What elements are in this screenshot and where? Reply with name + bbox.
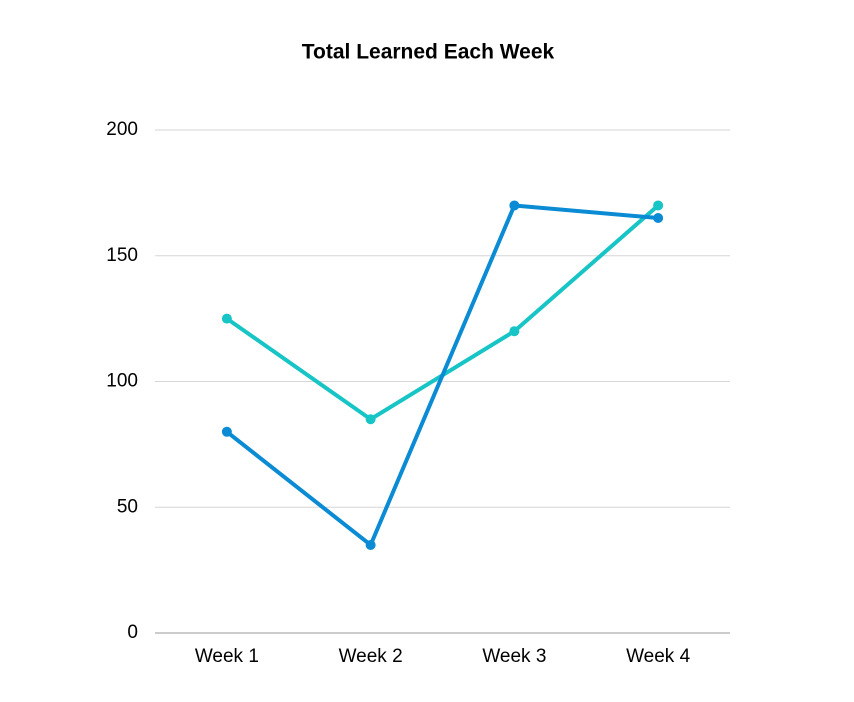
data-point bbox=[365, 414, 376, 425]
x-tick-label: Week 3 bbox=[482, 646, 546, 667]
y-tick-label: 200 bbox=[106, 119, 138, 140]
y-tick-label: 150 bbox=[106, 245, 138, 266]
series-line bbox=[225, 203, 659, 547]
series-line bbox=[225, 203, 660, 422]
x-tick-label: Week 1 bbox=[195, 646, 259, 667]
x-tick-label: Week 4 bbox=[626, 646, 691, 667]
y-tick-label: 0 bbox=[127, 622, 138, 643]
chart-title: Total Learned Each Week bbox=[302, 41, 555, 64]
y-tick-label: 50 bbox=[117, 496, 138, 517]
data-point bbox=[221, 313, 232, 324]
data-point bbox=[653, 200, 664, 211]
data-point bbox=[653, 213, 664, 224]
data-point bbox=[365, 539, 376, 550]
data-point bbox=[221, 426, 232, 437]
y-tick-label: 100 bbox=[106, 371, 138, 392]
data-point bbox=[509, 200, 520, 211]
x-tick-label: Week 2 bbox=[339, 646, 403, 667]
data-point bbox=[509, 326, 520, 337]
